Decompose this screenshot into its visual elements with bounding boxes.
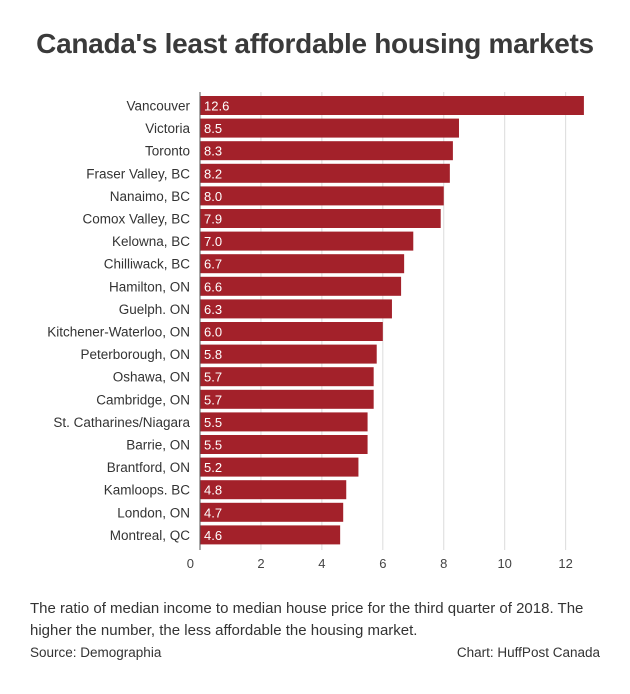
value-label: 5.7: [204, 392, 222, 407]
value-label: 5.8: [204, 347, 222, 362]
bar: [200, 231, 414, 251]
x-tick-label: 10: [497, 556, 511, 571]
bar: [200, 276, 402, 296]
category-label: St. Catharines/Niagara: [53, 415, 190, 430]
category-label: Guelph. ON: [119, 302, 190, 317]
bar: [200, 389, 374, 409]
axis-layer: 0 2 4 6 8 10 12: [187, 92, 573, 571]
x-tick-label: 4: [318, 556, 325, 571]
bar: [200, 254, 405, 274]
chart-caption: The ratio of median income to median hou…: [30, 600, 584, 639]
bar-layer: [200, 96, 584, 545]
category-label: Oshawa, ON: [113, 370, 190, 385]
bar: [200, 141, 453, 161]
bar: [200, 209, 441, 228]
chart-title: Canada's least affordable housing market…: [36, 28, 594, 59]
value-label: 4.8: [204, 483, 222, 498]
chart-credit: Chart: HuffPost Canada: [456, 645, 600, 660]
category-label: Toronto: [145, 144, 190, 159]
source-note: Source: Demographia: [30, 645, 162, 660]
value-label: 6.0: [204, 325, 222, 340]
category-label: Montreal, QC: [110, 528, 191, 543]
category-label: Kamloops. BC: [104, 483, 191, 498]
x-tick-label: 12: [558, 556, 572, 571]
category-label: Kitchener-Waterloo, ON: [47, 325, 190, 340]
value-label: 6.3: [204, 302, 222, 317]
bar: [200, 118, 459, 138]
category-label: Kelowna, BC: [112, 234, 190, 249]
category-label: Vancouver: [126, 99, 190, 114]
value-label: 6.6: [204, 279, 222, 294]
bar: [200, 299, 392, 319]
category-label: Chilliwack, BC: [104, 257, 191, 272]
x-tick-label: 2: [257, 556, 264, 571]
bar: [200, 186, 444, 206]
value-label: 8.3: [204, 144, 222, 159]
bar: [200, 525, 341, 545]
category-label: Victoria: [145, 121, 190, 136]
value-label: 7.0: [204, 234, 222, 249]
category-label: Barrie, ON: [126, 438, 190, 453]
bar: [200, 457, 359, 477]
category-label: Comox Valley, BC: [82, 212, 190, 227]
x-tick-label: 8: [440, 556, 447, 571]
bar: [200, 412, 368, 432]
category-label: London, ON: [117, 505, 190, 520]
category-label: Brantford, ON: [107, 460, 190, 475]
bar: [200, 480, 347, 500]
category-label: Peterborough, ON: [80, 347, 190, 362]
value-label: 4.7: [204, 505, 222, 520]
bar: [200, 502, 344, 522]
value-label: 4.6: [204, 528, 222, 543]
x-tick-label: 6: [379, 556, 386, 571]
bar: [200, 435, 368, 454]
bar: [200, 96, 584, 115]
label-layer: Vancouver 12.6 Victoria 8.5 Toronto 8.3 Fraser…: [47, 99, 229, 543]
value-label: 5.5: [204, 415, 222, 430]
value-label: 8.5: [204, 121, 222, 136]
value-label: 12.6: [204, 99, 229, 114]
value-label: 8.2: [204, 166, 222, 181]
value-label: 7.9: [204, 212, 222, 227]
bar: [200, 322, 383, 341]
category-label: Cambridge, ON: [96, 392, 190, 407]
x-tick-label: 0: [187, 556, 194, 571]
category-label: Hamilton, ON: [109, 279, 190, 294]
value-label: 5.2: [204, 460, 222, 475]
category-label: Fraser Valley, BC: [86, 166, 190, 181]
value-label: 5.7: [204, 370, 222, 385]
bar: [200, 344, 377, 364]
value-label: 5.5: [204, 438, 222, 453]
value-label: 8.0: [204, 189, 222, 204]
category-label: Nanaimo, BC: [110, 189, 191, 204]
value-label: 6.7: [204, 257, 222, 272]
bar: [200, 367, 374, 387]
bar: [200, 163, 450, 183]
